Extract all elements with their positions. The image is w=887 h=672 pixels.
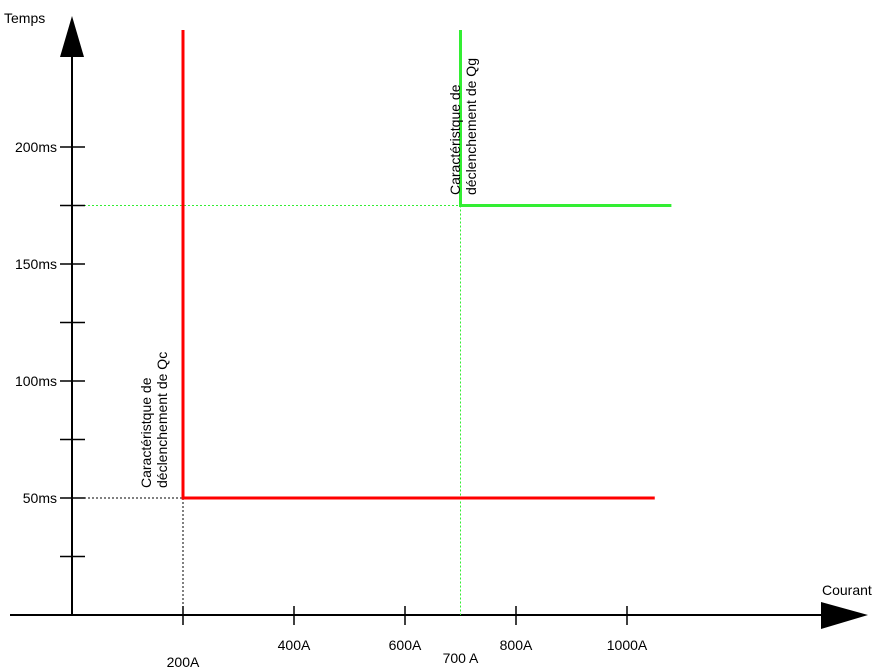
annotation-line: déclenchement de Qc <box>154 352 170 488</box>
annotation-line: déclenchement de Qg <box>463 58 479 195</box>
series-annotation-2: Caractéristque dedéclenchement de Qg <box>447 58 479 195</box>
series-annotation-1: Caractéristque dedéclenchement de Qc <box>138 352 170 488</box>
annotation-line: Caractéristque de <box>447 84 463 195</box>
series-line-1 <box>181 30 655 500</box>
reference-lines <box>72 205 461 615</box>
axes: Temps Courant <box>4 10 872 629</box>
x-tick-label: 1000A <box>607 637 648 653</box>
y-tick-label: 50ms <box>23 490 57 506</box>
series-line-2 <box>459 30 672 207</box>
series-lines <box>181 30 672 500</box>
x-tick-label: 600A <box>389 637 422 653</box>
x-axis-arrow-icon <box>821 602 868 629</box>
axis-ticks: 50ms 100ms 150ms 200ms 200A 400A 600A 700 A 800A… <box>15 139 648 670</box>
y-tick-label: 150ms <box>15 256 57 272</box>
y-axis-arrow-icon <box>60 16 84 57</box>
y-tick-label: 100ms <box>15 373 57 389</box>
series-annotations: Caractéristque dedéclenchement de QcCara… <box>138 58 479 488</box>
x-tick-label: 400A <box>278 637 311 653</box>
y-tick-label: 200ms <box>15 139 57 155</box>
x-tick-label: 800A <box>500 637 533 653</box>
y-axis-label: Temps <box>4 10 45 26</box>
annotation-line: Caractéristque de <box>138 377 154 488</box>
x-tick-label: 200A <box>167 654 200 670</box>
x-axis-label: Courant <box>822 582 872 598</box>
x-tick-label: 700 A <box>443 650 479 666</box>
